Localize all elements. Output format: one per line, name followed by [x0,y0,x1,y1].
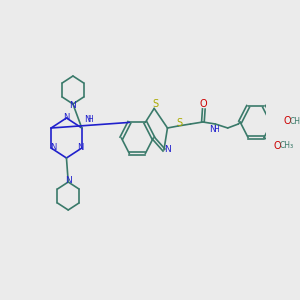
Text: N: N [84,115,91,124]
Text: S: S [152,99,158,110]
Text: H: H [213,124,219,134]
Text: H: H [87,115,93,124]
Text: N: N [164,146,171,154]
Text: N: N [77,143,83,152]
Text: N: N [70,101,76,110]
Text: N: N [209,124,216,134]
Text: N: N [63,112,70,122]
Text: N: N [50,143,56,152]
Text: O: O [200,99,208,109]
Text: CH₃: CH₃ [290,116,300,125]
Text: S: S [176,118,182,128]
Text: O: O [274,141,281,151]
Text: N: N [65,176,72,185]
Text: O: O [283,116,291,126]
Text: CH₃: CH₃ [280,141,294,150]
